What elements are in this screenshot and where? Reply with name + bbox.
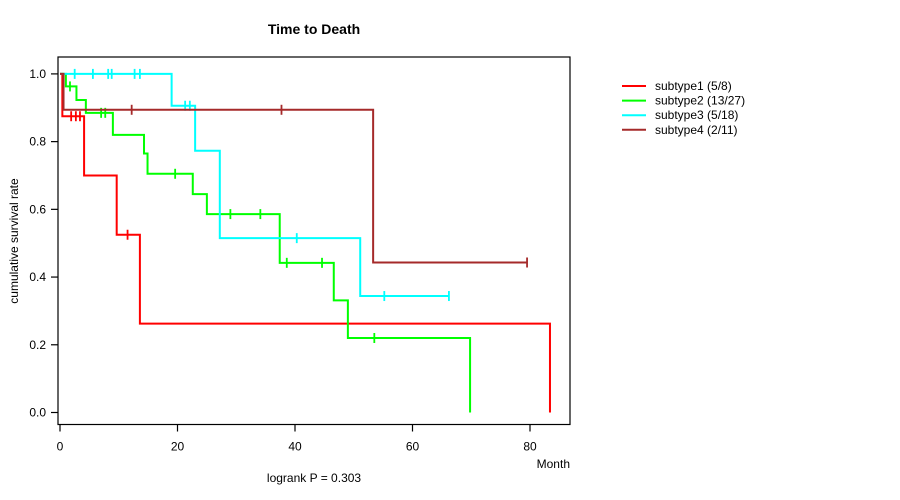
y-axis-title: cumulative survival rate	[7, 178, 21, 304]
x-tick-label: 80	[523, 440, 537, 454]
x-tick-label: 0	[57, 440, 64, 454]
survival-curve-2	[60, 72, 472, 413]
y-tick-label: 0.2	[29, 338, 46, 352]
y-tick-label: 0.0	[29, 406, 46, 420]
y-tick-label: 0.6	[29, 202, 46, 216]
survival-curve-3	[60, 72, 449, 298]
survival-curve-1	[60, 72, 551, 413]
plot-frame	[57, 56, 571, 426]
legend-item-label: subtype1 (5/8)	[655, 79, 732, 93]
x-tick-label: 60	[406, 440, 420, 454]
legend-item-label: subtype2 (13/27)	[655, 94, 745, 108]
y-tick-label: 0.8	[29, 135, 46, 149]
x-tick-label: 20	[171, 440, 185, 454]
legend-item-label: subtype3 (5/18)	[655, 108, 738, 122]
x-axis-title: Month	[536, 457, 570, 471]
x-tick-label: 40	[288, 440, 302, 454]
legend-item-label: subtype4 (2/11)	[655, 123, 738, 137]
y-tick-label: 1.0	[29, 67, 46, 81]
chart-title: Time to Death	[267, 21, 361, 37]
survival-curve-4	[60, 72, 528, 264]
y-tick-label: 0.4	[29, 270, 46, 284]
logrank-p-annotation: logrank P = 0.303	[266, 471, 362, 485]
